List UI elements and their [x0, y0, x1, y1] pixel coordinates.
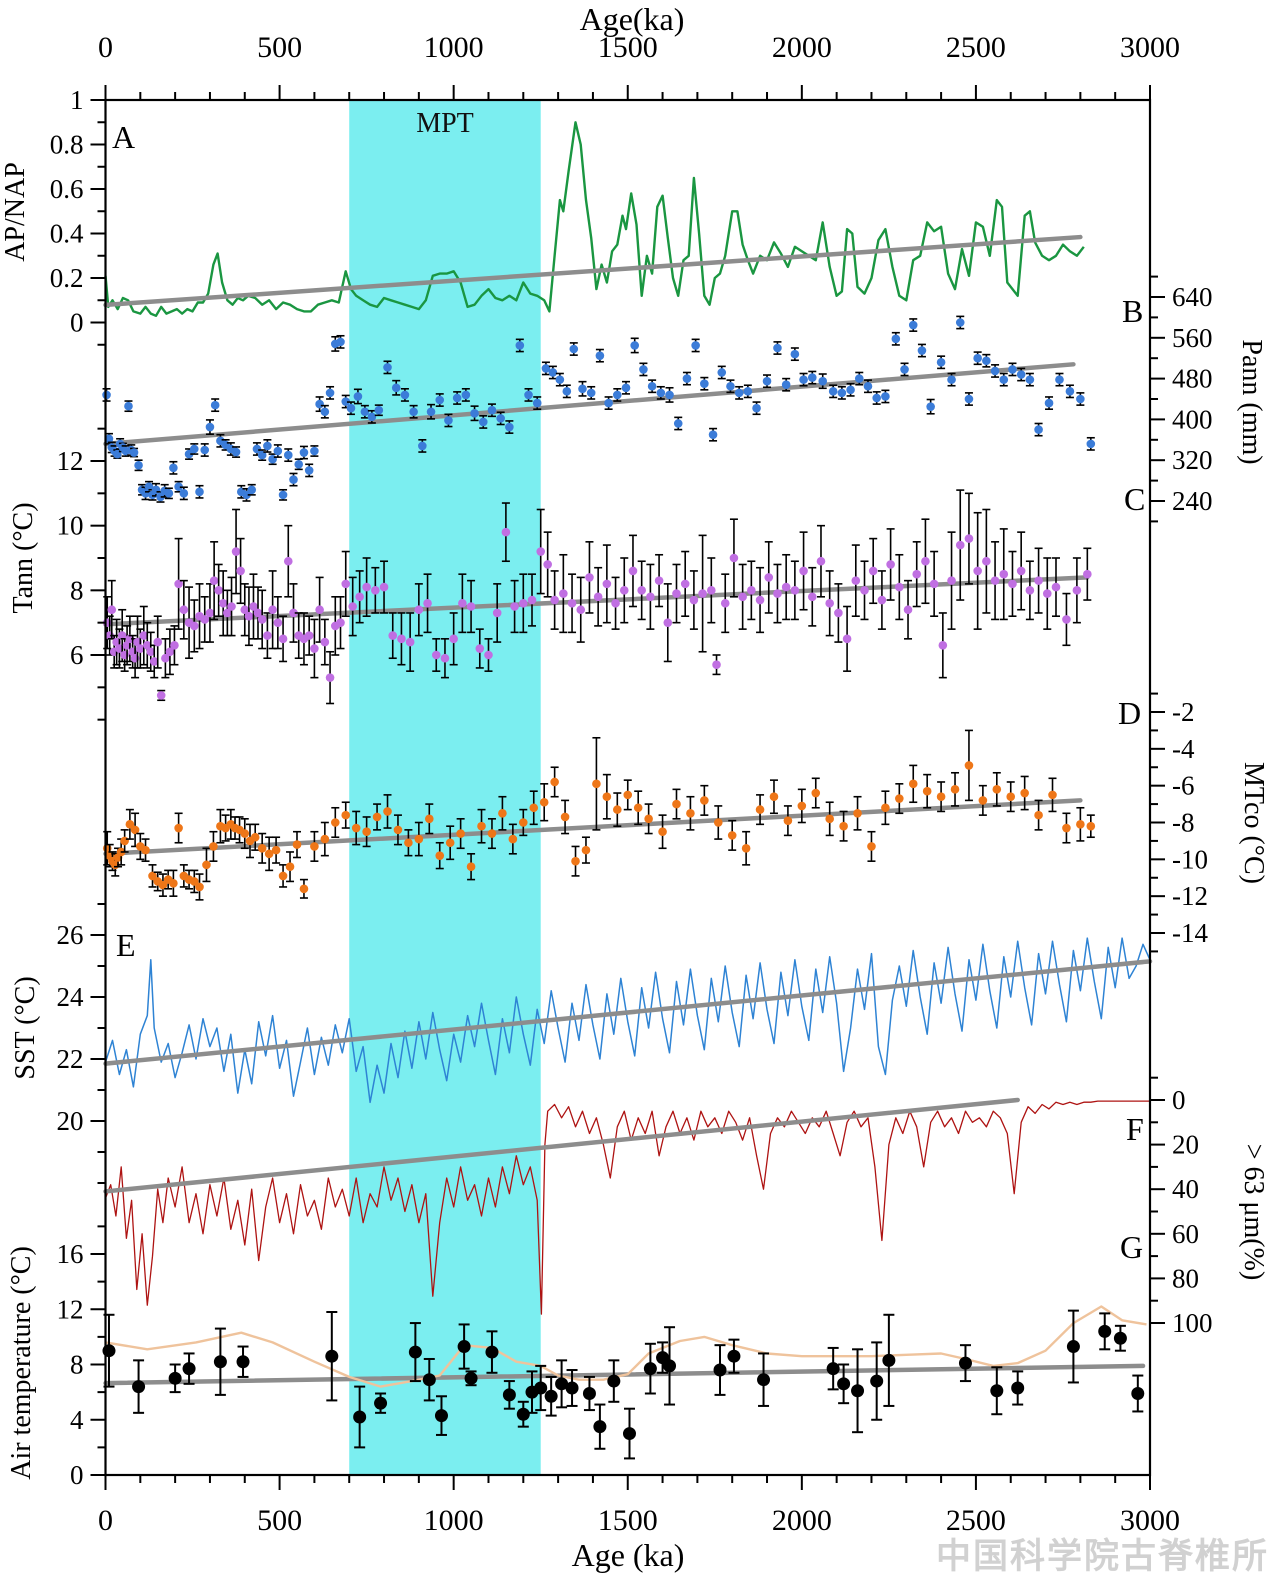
panel-G: G 0 4 8 12 16 Air temperature (°C) — [6, 1225, 1147, 1490]
panel-A-axis-title: AP/NAP — [0, 162, 31, 262]
panel-F-tick-label: 0 — [1172, 1085, 1186, 1115]
panel-C-axis-title: Tann (°C) — [8, 502, 39, 613]
panel-C-scatter — [102, 489, 1092, 705]
panel-B-tick-label: 640 — [1172, 282, 1213, 312]
panel-D-tick-label: -10 — [1172, 844, 1208, 874]
bottom-axis-tick-label: 3000 — [1120, 1504, 1180, 1537]
panel-C-tick-label: 6 — [70, 640, 84, 670]
panel-E-tick-label: 20 — [57, 1106, 84, 1136]
mpt-label: MPT — [416, 108, 474, 139]
panel-D-trend-line — [103, 798, 1083, 857]
panel-D-tick-label: -14 — [1172, 918, 1208, 948]
bottom-axis-tick-label: 1000 — [424, 1504, 484, 1537]
panel-B-letter: B — [1122, 293, 1143, 329]
panel-F-trend-line — [103, 1097, 1020, 1194]
panel-B-scatter — [102, 315, 1096, 503]
panel-E-trend-line — [103, 959, 1153, 1066]
top-axis-tick-label: 1500 — [598, 31, 658, 64]
panel-G-smooth-line — [105, 1305, 1147, 1388]
panel-F-tick-label: 100 — [1172, 1308, 1213, 1338]
panel-B-axis-title: Pann (mm) — [1236, 339, 1267, 464]
panel-D-tick-label: -4 — [1172, 734, 1195, 764]
panel-D-tick-label: -8 — [1172, 808, 1195, 838]
panel-E-axis-title: SST (°C) — [10, 976, 41, 1079]
panel-A: A 0 0.2 0.4 0.6 0.8 1 AP/NAP — [0, 85, 1085, 346]
top-axis-tick-label: 1000 — [424, 31, 484, 64]
bottom-axis-title: Age (ka) — [572, 1537, 685, 1573]
panel-C-tick-label: 10 — [57, 511, 84, 541]
watermark: 中国科学院古脊椎所 — [936, 1536, 1268, 1577]
panel-A-tick-label: 0.4 — [50, 219, 84, 249]
panel-G-axis-title: Air temperature (°C) — [6, 1246, 37, 1480]
panel-F-letter: F — [1126, 1111, 1144, 1147]
panel-E: E 20 22 24 26 SST (°C) — [10, 903, 1153, 1184]
panel-B: B 240 320 400 480 560 640 Pann (mm) — [102, 275, 1267, 523]
panel-B-tick-label: 480 — [1172, 364, 1213, 394]
panel-A-letter: A — [112, 119, 135, 155]
panel-G-tick-label: 12 — [57, 1294, 84, 1324]
bottom-axis-tick-label: 1500 — [598, 1504, 658, 1537]
top-axis-tick-label: 2500 — [946, 31, 1006, 64]
panel-E-letter: E — [116, 927, 136, 963]
panel-B-tick-label: 560 — [1172, 323, 1213, 353]
panel-F-tick-label: 60 — [1172, 1219, 1199, 1249]
panel-G-scatter — [102, 1309, 1145, 1460]
panel-E-tick-label: 24 — [57, 982, 85, 1012]
panel-G-letter: G — [1120, 1229, 1143, 1265]
x-axes: 0 0 500 500 1000 1000 1500 1500 2000 2000 2500 2500… — [98, 1, 1180, 1573]
panel-B-tick-label: 320 — [1172, 445, 1213, 475]
top-axis-title: Age(ka) — [580, 1, 685, 37]
panel-A-tick-label: 0.8 — [50, 130, 84, 160]
panel-C: C 6 8 10 12 Tann (°C) — [8, 427, 1145, 721]
bottom-axis-tick-label: 2000 — [772, 1504, 832, 1537]
panel-A-tick-label: 1 — [70, 85, 84, 115]
panel-E-tick-label: 22 — [57, 1044, 84, 1074]
panel-A-trend-line — [103, 234, 1083, 308]
panel-F-tick-label: 80 — [1172, 1263, 1199, 1293]
bottom-axis-tick-label: 2500 — [946, 1504, 1006, 1537]
panel-A-tick-label: 0.6 — [50, 174, 84, 204]
top-axis-tick-label: 3000 — [1120, 31, 1180, 64]
panel-B-tick-label: 240 — [1172, 486, 1213, 516]
panel-C-tick-label: 8 — [70, 575, 84, 605]
panel-B-tick-label: 400 — [1172, 404, 1213, 434]
panel-F-axis-title: > 63 μm(%) — [1238, 1144, 1268, 1281]
bottom-axis-tick-label: 500 — [257, 1504, 302, 1537]
mpt-band — [349, 100, 541, 1475]
panel-D-tick-label: -2 — [1172, 697, 1195, 727]
panel-F: F0 20 40 60 80 100 > 63 μm(%) — [103, 1076, 1268, 1338]
panel-A-tick-label: 0.2 — [50, 263, 84, 293]
panel-D-axis-title: MTco (°C) — [1238, 762, 1268, 884]
panel-F-tick-label: 40 — [1172, 1174, 1199, 1204]
top-axis-tick-label: 2000 — [772, 31, 832, 64]
panel-D: D -14 -12 -10 -8 -6 -4 -2 MTco (°C) — [102, 692, 1268, 953]
panel-G-tick-label: 0 — [70, 1460, 84, 1490]
panel-B-trend-line — [103, 362, 1076, 447]
panel-D-letter: D — [1118, 695, 1141, 731]
panel-E-tick-label: 26 — [57, 920, 84, 950]
panel-D-scatter — [102, 729, 1096, 901]
panel-G-tick-label: 8 — [70, 1350, 84, 1380]
panel-G-tick-label: 4 — [70, 1405, 84, 1435]
panel-D-tick-label: -6 — [1172, 771, 1195, 801]
top-axis-tick-label: 0 — [98, 31, 113, 64]
panel-A-tick-label: 0 — [70, 308, 84, 338]
panel-A-series-line — [104, 121, 1085, 317]
panel-G-tick-label: 16 — [57, 1239, 84, 1269]
panel-E-series-line — [104, 937, 1151, 1104]
panel-C-tick-label: 12 — [57, 446, 84, 476]
panel-F-series-line — [104, 1100, 1150, 1315]
panel-C-letter: C — [1124, 481, 1145, 517]
panel-F-tick-label: 20 — [1172, 1130, 1199, 1160]
panel-C-trend-line — [103, 575, 1090, 627]
bottom-axis-tick-label: 0 — [98, 1504, 113, 1537]
panel-D-tick-label: -12 — [1172, 881, 1208, 911]
top-axis-tick-label: 500 — [257, 31, 302, 64]
